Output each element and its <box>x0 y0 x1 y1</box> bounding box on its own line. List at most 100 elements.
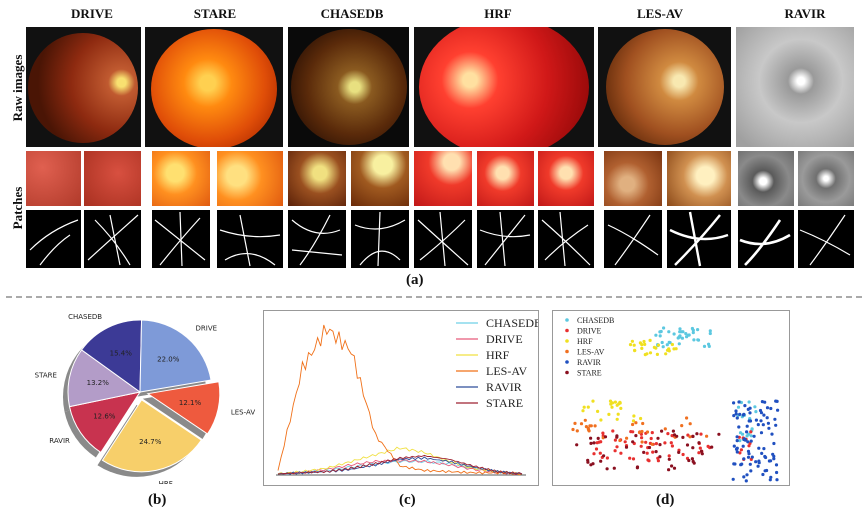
scatter-point-stare <box>592 441 596 445</box>
scatter-point-ravir <box>738 412 742 416</box>
pie-label-stare: STARE <box>35 371 57 379</box>
scatter-point-ravir <box>735 435 739 439</box>
scatter-point-hrf <box>613 400 617 404</box>
scatter-point-les-av <box>685 416 689 420</box>
scatter-point-hrf <box>632 414 636 418</box>
scatter-point-ravir <box>734 412 738 416</box>
scatter-point-chasedb <box>672 332 676 336</box>
row-label-raw-images: Raw images <box>10 54 25 122</box>
scatter-point-ravir <box>732 401 736 405</box>
legend-label-drive: DRIVE <box>486 332 523 346</box>
scatter-point-hrf <box>642 339 646 344</box>
scatter-point-hrf <box>655 352 659 356</box>
patch-drive-2 <box>84 151 141 206</box>
scatter-point-ravir <box>768 478 772 482</box>
scatter-point-chasedb <box>660 340 664 345</box>
scatter-point-hrf <box>616 412 620 416</box>
pie-slice-les-av <box>146 381 221 435</box>
pie-pct-ravir: 12.6% <box>93 412 116 420</box>
scatter-point-stare <box>658 455 662 459</box>
scatter-point-ravir <box>762 413 766 417</box>
scatter-point-stare <box>667 457 671 461</box>
scatter-point-les-av <box>593 424 597 428</box>
scatter-legend-marker-chasedb <box>565 318 569 322</box>
scatter-point-les-av <box>625 436 629 440</box>
line-series-les-av <box>277 324 523 476</box>
col-header-hrf: HRF <box>484 6 512 21</box>
scatter-point-hrf <box>674 347 678 351</box>
section-divider <box>6 296 862 298</box>
scatter-point-ravir <box>769 475 773 479</box>
scatter-point-les-av <box>634 421 638 425</box>
scatter-point-stare <box>589 441 593 445</box>
scatter-point-ravir <box>733 462 737 466</box>
scatter-point-drive <box>681 452 685 457</box>
scatter-point-drive <box>644 440 648 444</box>
scatter-point-les-av <box>645 430 650 434</box>
scatter-point-ravir <box>754 460 758 464</box>
patch-hrf-3 <box>538 151 594 206</box>
scatter-point-drive <box>628 456 632 460</box>
patch-ravir-1 <box>738 151 794 206</box>
scatter-point-ravir <box>756 464 760 468</box>
scatter-point-ravir <box>745 424 749 428</box>
scatter-point-drive <box>611 429 615 433</box>
scatter-point-les-av <box>640 429 644 434</box>
scatter-point-ravir <box>765 406 770 410</box>
scatter-point-les-av <box>618 438 622 443</box>
scatter-point-stare <box>685 443 690 447</box>
legend-label-stare: STARE <box>486 396 523 410</box>
scatter-point-ravir <box>735 450 739 454</box>
caption-a: (a) <box>406 272 424 288</box>
scatter-point-stare <box>612 466 616 470</box>
scatter-point-stare <box>695 432 699 436</box>
scatter-point-hrf <box>581 409 585 413</box>
pie-slice-chasedb <box>80 319 143 393</box>
scatter-point-ravir <box>747 452 751 456</box>
scatter-point-stare <box>699 449 704 453</box>
scatter-legend-label-stare: STARE <box>577 369 602 378</box>
scatter-point-les-av <box>579 422 584 426</box>
scatter-point-chasedb <box>749 434 753 438</box>
scatter-point-chasedb <box>692 338 696 342</box>
raw-image-ravir <box>736 27 854 147</box>
scatter-point-ravir <box>762 447 766 451</box>
scatter-point-chasedb <box>750 427 754 431</box>
scatter-point-les-av <box>705 434 709 438</box>
scatter-point-chasedb <box>696 328 700 332</box>
scatter-point-drive <box>649 436 653 441</box>
scatter-point-drive <box>645 451 649 455</box>
scatter-point-hrf <box>610 405 614 409</box>
scatter-point-drive <box>706 444 710 448</box>
scatter-point-ravir <box>742 457 746 461</box>
scatter-point-ravir <box>734 409 738 413</box>
scatter-point-drive <box>640 436 644 440</box>
scatter-point-drive <box>670 444 674 448</box>
patch-les-av-1 <box>604 151 662 206</box>
patch-ravir-2 <box>798 151 854 206</box>
scatter-point-ravir <box>735 439 739 443</box>
scatter-point-les-av <box>631 422 635 427</box>
scatter-point-hrf <box>648 338 652 342</box>
scatter-point-ravir <box>774 423 778 427</box>
scatter-point-les-av <box>637 430 642 435</box>
scatter-point-stare <box>596 436 600 440</box>
scatter-point-ravir <box>764 455 768 460</box>
scatter-point-hrf <box>633 348 637 352</box>
pie-slice-drive <box>139 319 212 393</box>
scatter-point-ravir <box>748 411 752 415</box>
scatter-point-les-av <box>641 421 645 426</box>
legend-label-chasedb: CHASEDB <box>486 316 538 330</box>
scatter-point-stare <box>691 446 695 450</box>
scatter-point-hrf <box>648 351 653 355</box>
patch-hrf-1 <box>414 151 472 206</box>
scatter-point-drive <box>639 444 643 448</box>
mask-drive-1 <box>26 210 81 268</box>
scatter-point-ravir <box>742 475 746 479</box>
scatter-point-ravir <box>732 414 736 418</box>
scatter-point-les-av <box>650 442 654 446</box>
scatter-point-chasedb <box>678 334 682 338</box>
scatter-point-ravir <box>763 400 767 404</box>
pie-pct-drive: 22.0% <box>157 355 180 363</box>
